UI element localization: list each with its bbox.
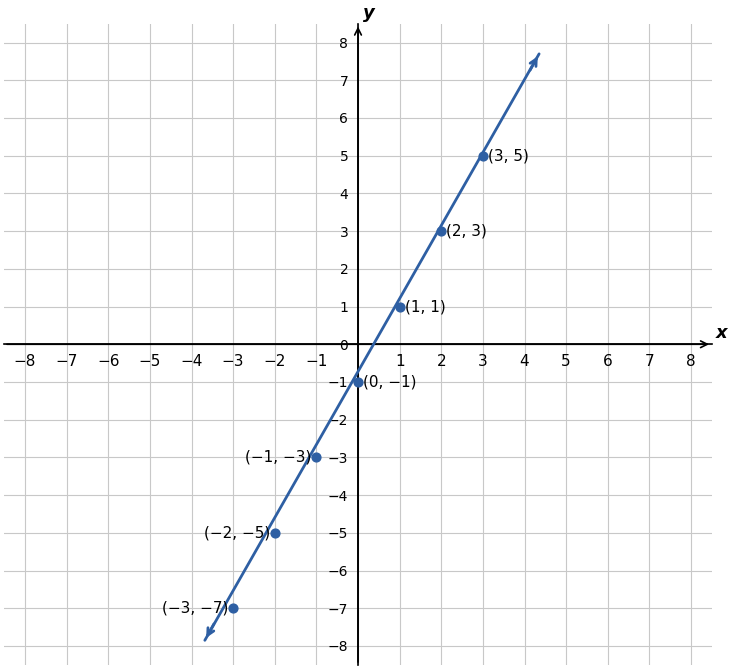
- Point: [394, 301, 406, 312]
- Point: [269, 527, 281, 538]
- Point: [436, 225, 447, 236]
- Point: [311, 452, 322, 463]
- Text: (2, 3): (2, 3): [447, 223, 487, 239]
- Text: (3, 5): (3, 5): [488, 149, 529, 163]
- Text: (−2, −5): (−2, −5): [203, 525, 270, 541]
- Text: (0, −1): (0, −1): [363, 375, 417, 389]
- Text: (−1, −3): (−1, −3): [245, 450, 311, 465]
- Point: [352, 377, 364, 387]
- Text: y: y: [363, 4, 374, 22]
- Text: x: x: [716, 324, 727, 342]
- Text: (−3, −7): (−3, −7): [162, 601, 228, 615]
- Point: [477, 151, 489, 161]
- Text: (1, 1): (1, 1): [405, 299, 445, 314]
- Point: [227, 603, 239, 613]
